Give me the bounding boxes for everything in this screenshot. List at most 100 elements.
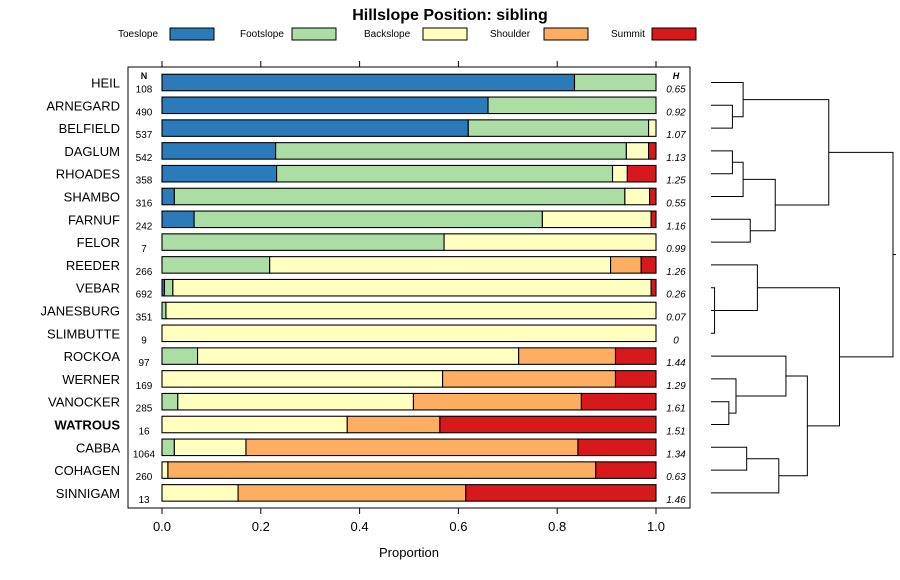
- legend-label-toeslope: Toeslope: [118, 29, 158, 40]
- row-h: 0.92: [666, 107, 686, 118]
- row-janesburg: JANESBURG 351 0.07: [41, 301, 686, 324]
- row-h: 1.16: [666, 221, 686, 232]
- legend-swatch-shoulder: [543, 27, 589, 41]
- row-h: 0.07: [666, 313, 686, 324]
- row-h: 0.99: [666, 244, 686, 255]
- row-rhoades: RHOADES 358 1.25: [56, 164, 686, 187]
- bar-summit: [648, 142, 657, 160]
- bar-backslope: [161, 324, 657, 343]
- row-h: 0.26: [666, 290, 686, 301]
- bar-toeslope: [161, 119, 469, 137]
- row-n: 1064: [133, 449, 156, 460]
- dendrogram-link: [711, 104, 733, 129]
- row-label: WERNER: [62, 372, 120, 387]
- dendrogram-link: [711, 161, 744, 197]
- row-n: 316: [136, 199, 153, 210]
- legend-label-summit: Summit: [611, 29, 645, 40]
- bar-backslope: [624, 187, 651, 206]
- row-h: 0.63: [666, 472, 686, 483]
- dendrogram-link: [757, 287, 840, 427]
- row-h: 1.25: [666, 176, 686, 187]
- row-farnuf: FARNUF 242 1.16: [68, 210, 686, 232]
- bar-shoulder: [412, 392, 582, 411]
- row-label: SLIMBUTTE: [47, 326, 120, 341]
- row-h: 1.46: [666, 495, 686, 506]
- top-ticks: [161, 61, 657, 67]
- bar-toeslope: [161, 210, 195, 229]
- row-label: HEIL: [91, 76, 120, 91]
- bar-toeslope: [161, 164, 278, 183]
- row-rockoa: ROCKOA 97 1.44: [64, 347, 686, 369]
- bar-backslope: [625, 142, 650, 160]
- dendrogram-link: [711, 218, 751, 243]
- dendrogram-link: [711, 378, 737, 414]
- bar-summit: [439, 415, 657, 434]
- bar-footslope: [161, 256, 271, 274]
- row-sinnigam: SINNIGAM 13 1.46: [56, 484, 686, 506]
- bar-footslope: [161, 438, 175, 457]
- legend-label-footslope: Footslope: [240, 29, 284, 40]
- row-n: 169: [136, 381, 153, 392]
- x-tick-label: 0.4: [351, 519, 369, 534]
- bar-footslope: [275, 142, 627, 160]
- dendrogram-link: [743, 99, 830, 206]
- row-h: 0: [673, 335, 679, 346]
- row-n: 692: [136, 290, 153, 301]
- row-label: BELFIELD: [59, 121, 120, 136]
- bar-shoulder: [237, 484, 467, 502]
- row-n: 97: [138, 358, 150, 369]
- row-n: 285: [136, 404, 153, 415]
- dendrogram-link: [743, 178, 776, 232]
- row-cohagen: COHAGEN 260 0.63: [54, 461, 686, 483]
- legend-swatch-backslope: [422, 27, 468, 41]
- row-label: FARNUF: [68, 212, 120, 227]
- bar-backslope: [161, 370, 444, 388]
- row-h: 0.65: [666, 85, 686, 96]
- bar-summit: [577, 438, 657, 457]
- row-label: SHAMBO: [64, 190, 120, 205]
- row-werner: WERNER 169 1.29: [62, 370, 686, 392]
- dendrogram-link: [828, 151, 894, 358]
- row-cabba: CABBA 1064 1.34: [76, 438, 686, 460]
- bar-shoulder: [167, 461, 597, 479]
- bar-backslope: [197, 347, 520, 365]
- row-h: 1.07: [666, 130, 686, 141]
- dendrogram-link: [778, 375, 808, 477]
- dendrogram-link: [711, 401, 730, 425]
- bar-backslope: [172, 278, 652, 297]
- bar-backslope: [161, 484, 239, 502]
- x-tick-label: 0.2: [252, 519, 270, 534]
- row-daglum: DAGLUM 542 1.13: [64, 142, 686, 164]
- bar-backslope: [541, 210, 652, 229]
- row-n: 358: [136, 176, 153, 187]
- row-label: WATROUS: [55, 418, 121, 433]
- row-label: SINNIGAM: [56, 486, 120, 501]
- bar-footslope: [173, 187, 626, 206]
- row-h: 1.44: [666, 358, 686, 369]
- x-tick-label: 1.0: [647, 519, 665, 534]
- legend: Toeslope Footslope Backslope Shoulder Summit: [118, 27, 697, 41]
- row-n: 242: [136, 221, 153, 232]
- row-n: 542: [136, 153, 153, 164]
- row-label: COHAGEN: [54, 463, 120, 478]
- bar-summit: [649, 187, 657, 206]
- row-vanocker: VANOCKER 285 1.61: [48, 392, 686, 415]
- row-label: FELOR: [77, 235, 120, 250]
- row-n: 260: [136, 472, 153, 483]
- bar-toeslope: [161, 96, 489, 115]
- legend-swatch-footslope: [291, 27, 337, 41]
- bar-shoulder: [245, 438, 579, 457]
- row-h: 1.29: [666, 381, 686, 392]
- dendrogram: [711, 82, 896, 494]
- row-label: ROCKOA: [64, 349, 121, 364]
- x-tick-label: 0.8: [548, 519, 566, 534]
- row-label: VANOCKER: [48, 395, 120, 410]
- bar-shoulder: [610, 256, 642, 274]
- dendrogram-link: [711, 264, 758, 311]
- dendrogram-link: [711, 150, 733, 175]
- bar-summit: [614, 370, 657, 388]
- row-h: 1.34: [666, 449, 686, 460]
- x-tick-label: 0.0: [153, 519, 171, 534]
- bar-footslope: [487, 96, 657, 115]
- row-n: 490: [136, 107, 153, 118]
